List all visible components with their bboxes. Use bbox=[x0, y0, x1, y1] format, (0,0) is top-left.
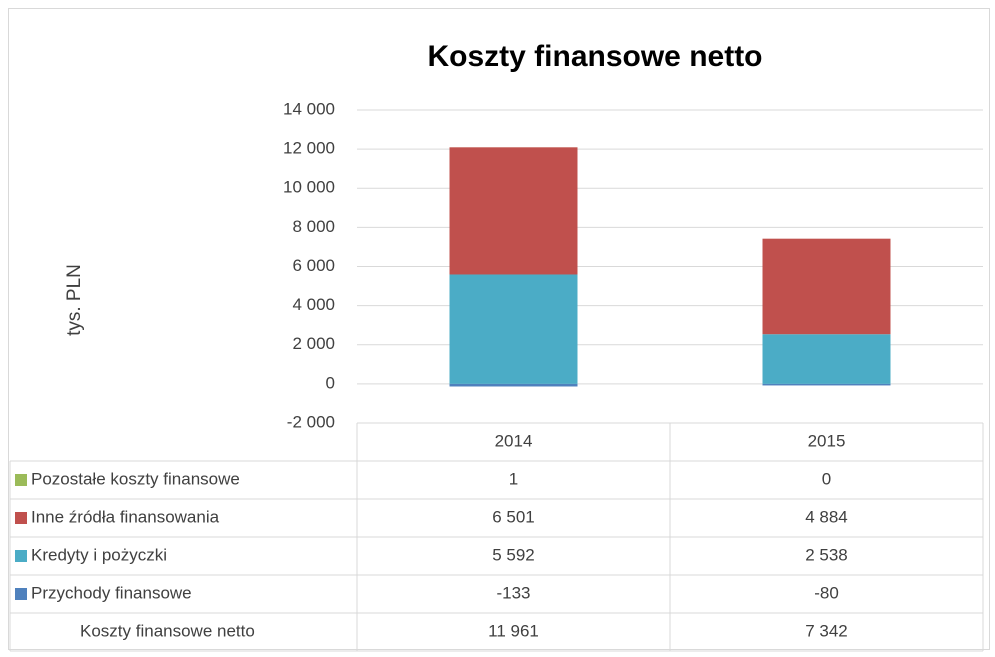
table-value: 11 961 bbox=[488, 621, 539, 640]
bar-segment bbox=[762, 334, 891, 384]
bar-segment bbox=[449, 147, 578, 275]
total-label: Koszty finansowe netto bbox=[80, 621, 255, 640]
y-tick-label: 8 000 bbox=[292, 217, 335, 236]
y-tick-label: 14 000 bbox=[283, 99, 335, 118]
bar-segment bbox=[449, 274, 578, 384]
x-tick-label: 2015 bbox=[808, 431, 846, 450]
y-tick-label: 4 000 bbox=[292, 295, 335, 314]
legend-swatch bbox=[15, 474, 27, 486]
table-value: 7 342 bbox=[805, 621, 848, 640]
table-value: 6 501 bbox=[492, 507, 535, 526]
bar-segment bbox=[762, 383, 891, 386]
legend-swatch bbox=[15, 588, 27, 600]
y-tick-label: 10 000 bbox=[283, 178, 335, 197]
y-axis-label: tys. PLN bbox=[64, 264, 85, 336]
y-tick-label: 0 bbox=[326, 373, 335, 392]
y-tick-label: -2 000 bbox=[287, 412, 335, 431]
legend-swatch bbox=[15, 550, 27, 562]
table-value: -80 bbox=[814, 583, 839, 602]
y-tick-label: 6 000 bbox=[292, 256, 335, 275]
legend-label: Pozostałe koszty finansowe bbox=[31, 469, 240, 488]
table-value: 5 592 bbox=[492, 545, 535, 564]
x-tick-label: 2014 bbox=[495, 431, 533, 450]
bar-segment bbox=[762, 238, 891, 335]
legend-label: Kredyty i pożyczki bbox=[31, 545, 167, 564]
bar-segment bbox=[449, 383, 578, 387]
table-value: 2 538 bbox=[805, 545, 848, 564]
y-tick-label: 12 000 bbox=[283, 139, 335, 158]
legend-label: Inne źródła finansowania bbox=[31, 507, 220, 526]
table-value: -133 bbox=[496, 583, 530, 602]
legend-swatch bbox=[15, 512, 27, 524]
table-value: 4 884 bbox=[805, 507, 848, 526]
chart-title: Koszty finansowe netto bbox=[427, 40, 762, 73]
table-value: 0 bbox=[822, 469, 831, 488]
y-tick-label: 2 000 bbox=[292, 334, 335, 353]
legend-label: Przychody finansowe bbox=[31, 583, 192, 602]
table-value: 1 bbox=[509, 469, 518, 488]
